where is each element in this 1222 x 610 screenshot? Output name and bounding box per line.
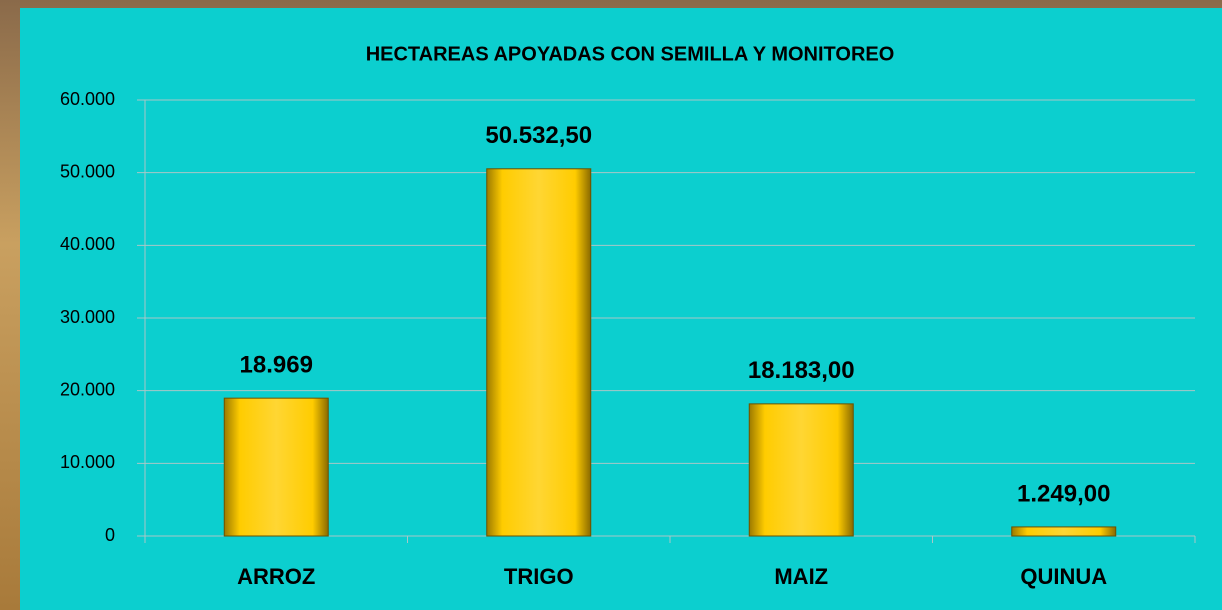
y-tick-label: 10.000 <box>60 452 115 472</box>
value-label: 18.969 <box>240 352 313 379</box>
y-tick-label: 20.000 <box>60 379 115 399</box>
bar <box>487 169 591 536</box>
chart-panel <box>20 8 1222 610</box>
chart: HECTAREAS APOYADAS CON SEMILLA Y MONITOR… <box>0 0 1222 610</box>
page: {"chart_data": {"type": "bar", "title": … <box>0 0 1222 610</box>
value-label: 1.249,00 <box>1017 480 1110 507</box>
x-tick-label: TRIGO <box>504 564 574 589</box>
value-label: 18.183,00 <box>748 357 855 384</box>
y-tick-label: 50.000 <box>60 161 115 181</box>
y-tick-label: 60.000 <box>60 89 115 109</box>
bar <box>224 398 328 536</box>
bar <box>749 404 853 536</box>
bar <box>1012 527 1116 536</box>
y-tick-label: 40.000 <box>60 234 115 254</box>
x-tick-label: QUINUA <box>1020 564 1107 589</box>
y-tick-label: 0 <box>105 525 115 545</box>
x-tick-label: ARROZ <box>237 564 315 589</box>
y-tick-label: 30.000 <box>60 307 115 327</box>
chart-title: HECTAREAS APOYADAS CON SEMILLA Y MONITOR… <box>366 43 895 65</box>
value-label: 50.532,50 <box>485 122 592 149</box>
x-tick-label: MAIZ <box>774 564 828 589</box>
